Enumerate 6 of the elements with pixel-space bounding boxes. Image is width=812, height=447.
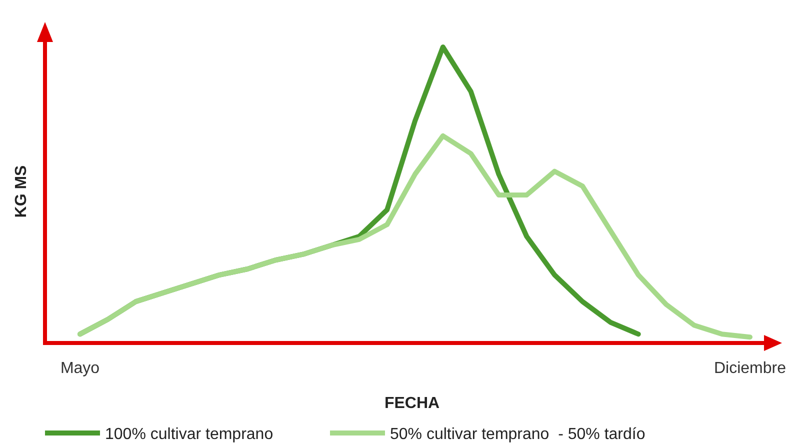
legend-label: 100% cultivar temprano: [105, 426, 274, 443]
x-axis-title: FECHA: [384, 395, 440, 412]
x-tick-label: Diciembre: [714, 360, 786, 377]
legend-label: 50% cultivar temprano - 50% tardío: [390, 426, 646, 443]
y-axis-title: KG MS: [13, 164, 30, 218]
x-tick-label: Mayo: [60, 360, 100, 377]
